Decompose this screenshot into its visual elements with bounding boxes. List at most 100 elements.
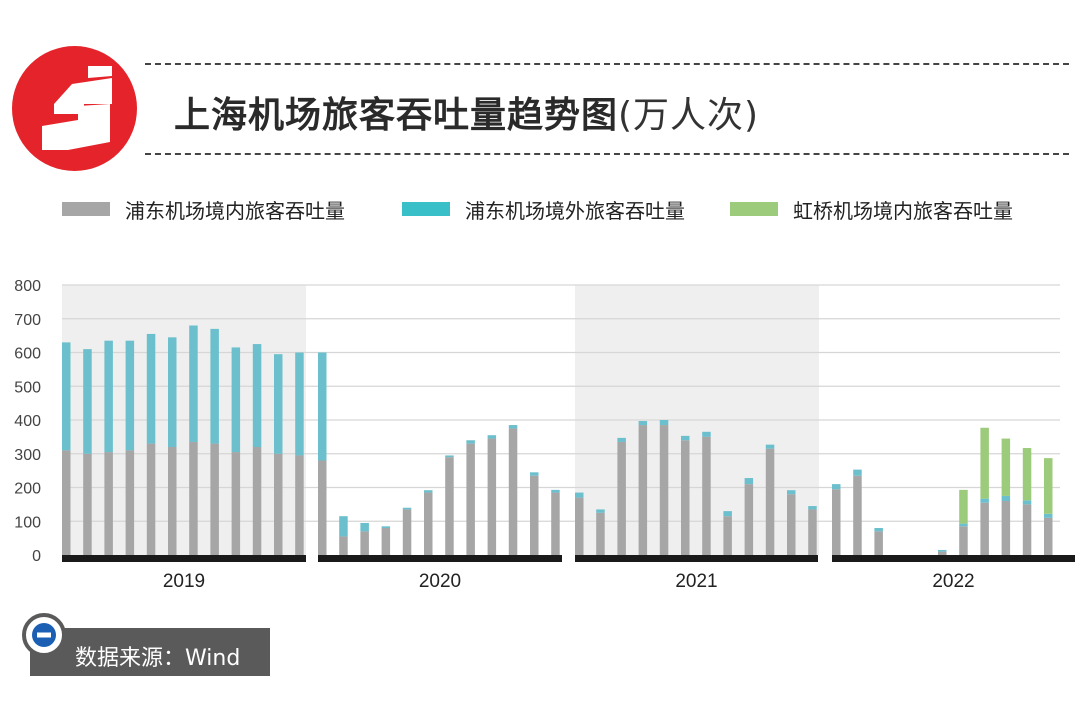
bar-segment bbox=[339, 516, 348, 537]
bar-segment bbox=[318, 460, 327, 555]
bar-segment bbox=[104, 452, 113, 555]
bar-segment bbox=[1044, 517, 1053, 555]
bar-segment bbox=[617, 441, 626, 555]
bar-segment bbox=[508, 428, 518, 555]
bar-segment bbox=[104, 340, 113, 453]
bar-segment bbox=[252, 447, 262, 555]
y-tick-label: 400 bbox=[14, 413, 41, 430]
bar-segment bbox=[424, 492, 433, 555]
info-badge-icon bbox=[22, 613, 66, 657]
title-rule-bottom bbox=[145, 153, 1069, 155]
bar-segment bbox=[874, 528, 883, 532]
bar-segment bbox=[146, 443, 156, 555]
bar-segment bbox=[575, 492, 584, 498]
bar-segment bbox=[551, 492, 560, 555]
brand-logo-icon bbox=[12, 46, 137, 171]
x-axis-segment bbox=[318, 555, 562, 562]
bar-segment bbox=[168, 337, 177, 447]
bar-segment bbox=[659, 425, 669, 555]
bar-segment bbox=[617, 437, 626, 442]
x-tick-label: 2022 bbox=[932, 571, 974, 592]
y-tick-label: 300 bbox=[14, 447, 41, 464]
bar-segment bbox=[1022, 448, 1032, 501]
page-title: 上海机场旅客吞吐量趋势图(万人次) bbox=[174, 86, 759, 138]
bar-segment bbox=[445, 455, 454, 458]
bar-segment bbox=[360, 531, 369, 555]
bar-segment bbox=[274, 453, 283, 555]
title-main: 上海机场旅客吞吐量趋势图 bbox=[174, 95, 619, 136]
bar-segment bbox=[638, 425, 648, 555]
y-tick-label: 600 bbox=[14, 346, 41, 363]
bar-segment bbox=[295, 352, 304, 456]
x-tick-label: 2021 bbox=[675, 571, 717, 592]
bar-segment bbox=[189, 325, 198, 442]
bar-segment bbox=[402, 509, 412, 555]
bar-segment bbox=[659, 420, 669, 426]
bar-segment bbox=[808, 509, 817, 555]
bar-segment bbox=[83, 453, 92, 555]
y-tick-label: 500 bbox=[14, 379, 41, 396]
title-rule-top bbox=[145, 63, 1069, 65]
bar-segment bbox=[62, 342, 71, 451]
source-box bbox=[30, 628, 270, 676]
bar-segment bbox=[189, 441, 198, 555]
bar-segment bbox=[1001, 495, 1011, 501]
bar-segment bbox=[702, 436, 711, 555]
bar-segment bbox=[980, 498, 989, 503]
bar-segment bbox=[508, 425, 518, 429]
bar-segment bbox=[596, 512, 605, 555]
logo-block-bottom bbox=[42, 104, 110, 150]
bar-segment bbox=[959, 526, 968, 555]
bar-segment bbox=[938, 551, 947, 555]
bar-segment bbox=[575, 497, 584, 555]
bar-segment bbox=[765, 444, 775, 449]
legend-item-pudong-domestic: 浦东机场境内旅客吞吐量 bbox=[62, 196, 345, 223]
bar-segment bbox=[765, 448, 775, 555]
x-axis-segment bbox=[832, 555, 1075, 562]
bar-segment bbox=[530, 475, 539, 555]
bar-segment bbox=[1001, 438, 1011, 496]
legend-swatch bbox=[402, 202, 450, 216]
legend-label: 浦东机场境内旅客吞吐量 bbox=[125, 198, 345, 223]
bar-segment bbox=[1044, 513, 1053, 518]
bar-segment bbox=[744, 484, 754, 555]
bar-segment bbox=[252, 344, 262, 447]
legend-swatch bbox=[730, 202, 778, 216]
bar-segment bbox=[125, 340, 135, 451]
bar-segment bbox=[339, 536, 348, 555]
bar-segment bbox=[487, 438, 497, 555]
y-tick-label: 0 bbox=[32, 548, 41, 565]
bar-segment bbox=[938, 549, 947, 552]
bar-segment bbox=[1022, 500, 1032, 505]
bar-segment bbox=[318, 352, 327, 461]
bar-segment bbox=[466, 443, 475, 555]
bar-segment bbox=[853, 469, 862, 476]
bar-segment bbox=[980, 427, 989, 499]
bar-segment bbox=[638, 421, 648, 426]
bar-segment bbox=[62, 450, 71, 555]
bar-segment bbox=[853, 475, 862, 555]
bar-segment bbox=[723, 516, 732, 555]
bar-segment bbox=[402, 507, 412, 510]
bar-segment bbox=[168, 447, 177, 555]
bar-segment bbox=[959, 523, 968, 527]
bar-segment bbox=[424, 490, 433, 493]
bar-segment bbox=[295, 455, 304, 555]
bar-segment bbox=[1022, 504, 1032, 555]
bar-segment bbox=[832, 484, 841, 490]
bar-segment bbox=[83, 349, 92, 454]
bar-segment bbox=[445, 457, 454, 555]
y-tick-label: 800 bbox=[14, 278, 41, 295]
legend-swatch bbox=[62, 202, 110, 216]
bar-segment bbox=[1044, 458, 1053, 514]
bar-segment bbox=[832, 489, 841, 555]
bar-segment bbox=[874, 531, 883, 555]
source-label: 数据来源：Wind bbox=[75, 646, 241, 671]
title-unit: (万人次) bbox=[618, 95, 760, 136]
bar-segment bbox=[980, 502, 989, 555]
bar-segment bbox=[381, 526, 391, 528]
bar-segment bbox=[274, 354, 283, 454]
bar-segment bbox=[787, 490, 796, 495]
logo-block-top bbox=[54, 78, 112, 114]
legend-label: 虹桥机场境内旅客吞吐量 bbox=[793, 198, 1013, 223]
